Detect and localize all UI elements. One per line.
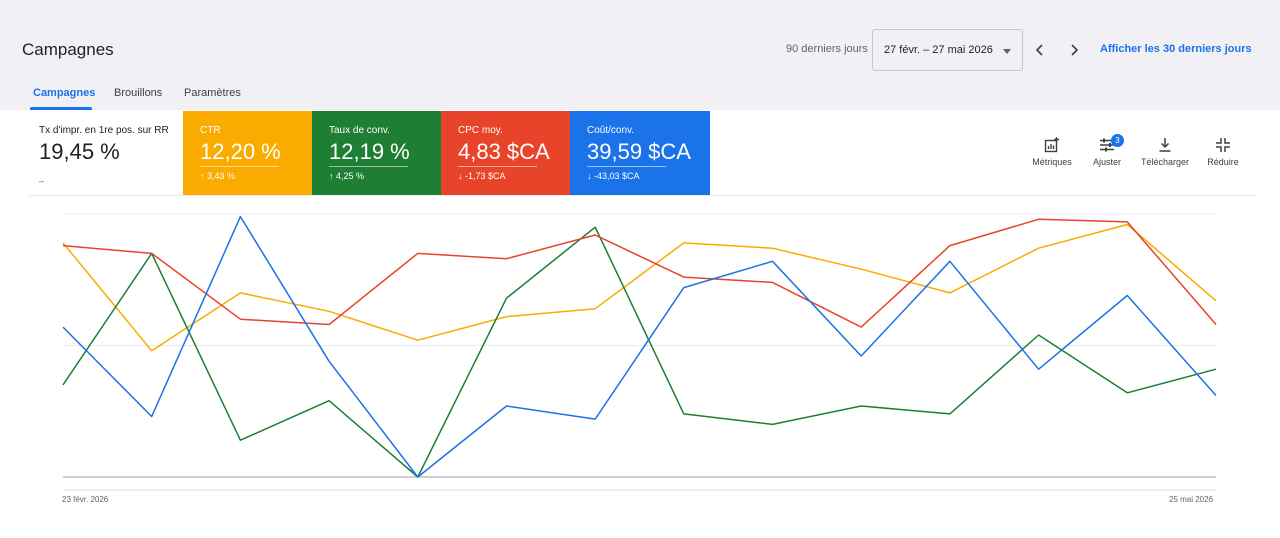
metric-label: CTR bbox=[200, 125, 221, 136]
metric-divider bbox=[329, 166, 408, 167]
x-axis-end-label: 25 mai 2026 bbox=[1169, 495, 1214, 504]
metric-value: 19,45 % bbox=[39, 139, 120, 164]
metric-label: Tx d'impr. en 1re pos. sur RR bbox=[39, 125, 169, 136]
series-line-0 bbox=[62, 223, 1217, 352]
adjust-button-label: Ajuster bbox=[1092, 157, 1121, 167]
chart-add-icon bbox=[1044, 137, 1059, 153]
metric-divider bbox=[587, 166, 666, 167]
metrics-button[interactable]: Métriques bbox=[1022, 136, 1082, 167]
series-line-3 bbox=[62, 215, 1217, 478]
metric-label: CPC moy. bbox=[458, 125, 503, 136]
metric-delta: ↓ -1,73 $CA bbox=[458, 171, 506, 181]
tab-brouillons[interactable]: Brouillons bbox=[114, 87, 163, 99]
metric-delta: ↑ 3,43 % bbox=[200, 171, 236, 181]
collapse-button-label: Réduire bbox=[1207, 157, 1239, 167]
collapse-icon bbox=[1216, 138, 1230, 152]
metric-divider bbox=[200, 166, 279, 167]
previous-period-button[interactable] bbox=[1029, 39, 1051, 61]
metric-card-ctr[interactable]: CTR 12,20 % ↑ 3,43 % bbox=[183, 111, 312, 195]
download-icon bbox=[1159, 138, 1171, 152]
performance-line-chart bbox=[62, 213, 1217, 491]
metric-divider bbox=[458, 166, 537, 167]
series-line-2 bbox=[62, 218, 1217, 328]
metric-value: 12,20 % bbox=[200, 139, 281, 164]
tune-icon bbox=[1100, 138, 1114, 152]
metric-card-avg-cpc[interactable]: CPC moy. 4,83 $CA ↓ -1,73 $CA bbox=[441, 111, 570, 195]
tab-campagnes[interactable]: Campagnes bbox=[33, 87, 96, 99]
metric-value: 4,83 $CA bbox=[458, 139, 550, 164]
x-axis-start-label: 23 févr. 2026 bbox=[62, 495, 109, 504]
metric-label: Taux de conv. bbox=[329, 125, 390, 136]
page-header: Campagnes 90 derniers jours 27 févr. – 2… bbox=[0, 0, 1280, 110]
metric-card-top-impression-rate[interactable]: Tx d'impr. en 1re pos. sur RR 19,45 % – bbox=[0, 111, 183, 195]
active-tab-indicator bbox=[30, 107, 92, 110]
chevron-down-icon bbox=[1003, 49, 1011, 54]
adjust-count-badge: 3 bbox=[1111, 134, 1124, 147]
next-period-button[interactable] bbox=[1063, 39, 1085, 61]
chevron-right-icon bbox=[1071, 44, 1079, 56]
collapse-button[interactable]: Réduire bbox=[1193, 136, 1253, 167]
date-range-value: 27 févr. – 27 mai 2026 bbox=[884, 44, 993, 56]
date-range-label: 90 derniers jours bbox=[786, 43, 868, 55]
section-divider bbox=[28, 195, 1256, 196]
metric-delta: ↓ -43,03 $CA bbox=[587, 171, 640, 181]
metric-card-cost-per-conversion[interactable]: Coût/conv. 39,59 $CA ↓ -43,03 $CA bbox=[570, 111, 710, 195]
adjust-button[interactable]: 3 Ajuster bbox=[1077, 134, 1137, 167]
metric-label: Coût/conv. bbox=[587, 125, 635, 136]
metric-value: 12,19 % bbox=[329, 139, 410, 164]
metric-delta: – bbox=[39, 176, 45, 186]
metrics-button-label: Métriques bbox=[1032, 157, 1072, 167]
last-30-days-link[interactable]: Afficher les 30 derniers jours bbox=[1100, 43, 1252, 55]
metric-card-conversion-rate[interactable]: Taux de conv. 12,19 % ↑ 4,25 % bbox=[312, 111, 441, 195]
tab-parametres[interactable]: Paramètres bbox=[184, 87, 241, 99]
download-button-label: Télécharger bbox=[1140, 157, 1190, 167]
series-line-1 bbox=[62, 226, 1217, 478]
chevron-left-icon bbox=[1035, 44, 1043, 56]
metric-value: 39,59 $CA bbox=[587, 139, 691, 164]
date-range-picker[interactable]: 27 févr. – 27 mai 2026 bbox=[872, 29, 1023, 71]
download-button[interactable]: Télécharger bbox=[1135, 136, 1195, 167]
page-title: Campagnes bbox=[22, 40, 114, 59]
metric-delta: ↑ 4,25 % bbox=[329, 171, 365, 181]
